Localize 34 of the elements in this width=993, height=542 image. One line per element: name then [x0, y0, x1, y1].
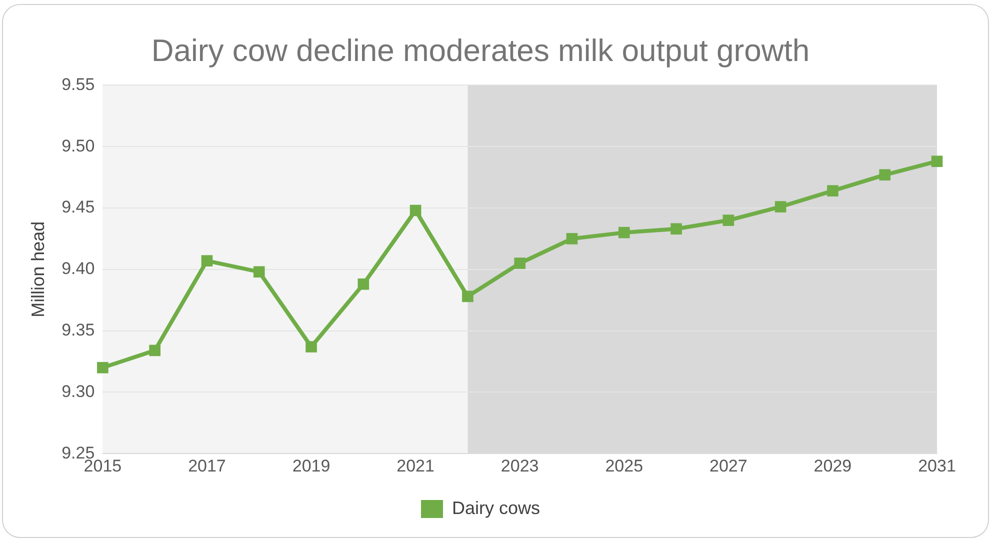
point — [149, 344, 160, 356]
x-tick-label: 2019 — [292, 456, 330, 476]
x-tick-label: 2027 — [710, 456, 748, 476]
point — [774, 201, 786, 212]
point — [462, 290, 474, 302]
point — [514, 258, 526, 269]
point — [931, 156, 943, 167]
point — [97, 362, 108, 374]
point — [358, 278, 370, 290]
chart-title: Dairy cow decline moderates milk output growth — [151, 33, 810, 68]
point — [306, 341, 317, 352]
x-tick-label: 2029 — [814, 456, 852, 476]
x-tick-label: 2025 — [605, 456, 644, 476]
point — [618, 226, 630, 238]
y-tick-label: 9.40 — [62, 259, 95, 278]
legend-label: Dairy cows — [452, 498, 540, 518]
x-tick-label: 2023 — [500, 456, 539, 476]
point — [253, 266, 265, 278]
point — [670, 223, 682, 235]
x-tick-label: 2031 — [918, 456, 956, 476]
point — [410, 204, 422, 216]
point — [201, 255, 213, 266]
y-tick-label: 9.30 — [62, 382, 95, 401]
y-tick-label: 9.50 — [62, 136, 95, 156]
point — [566, 233, 578, 244]
point — [827, 185, 838, 196]
y-axis-title: Million head — [28, 221, 48, 318]
x-tick-label: 2017 — [188, 456, 226, 476]
y-tick-label: 9.55 — [62, 74, 95, 94]
point — [879, 169, 891, 180]
y-tick-label: 9.45 — [62, 198, 95, 217]
y-tick-label: 9.35 — [62, 320, 95, 340]
point — [722, 214, 734, 226]
x-tick-label: 2021 — [396, 456, 434, 476]
